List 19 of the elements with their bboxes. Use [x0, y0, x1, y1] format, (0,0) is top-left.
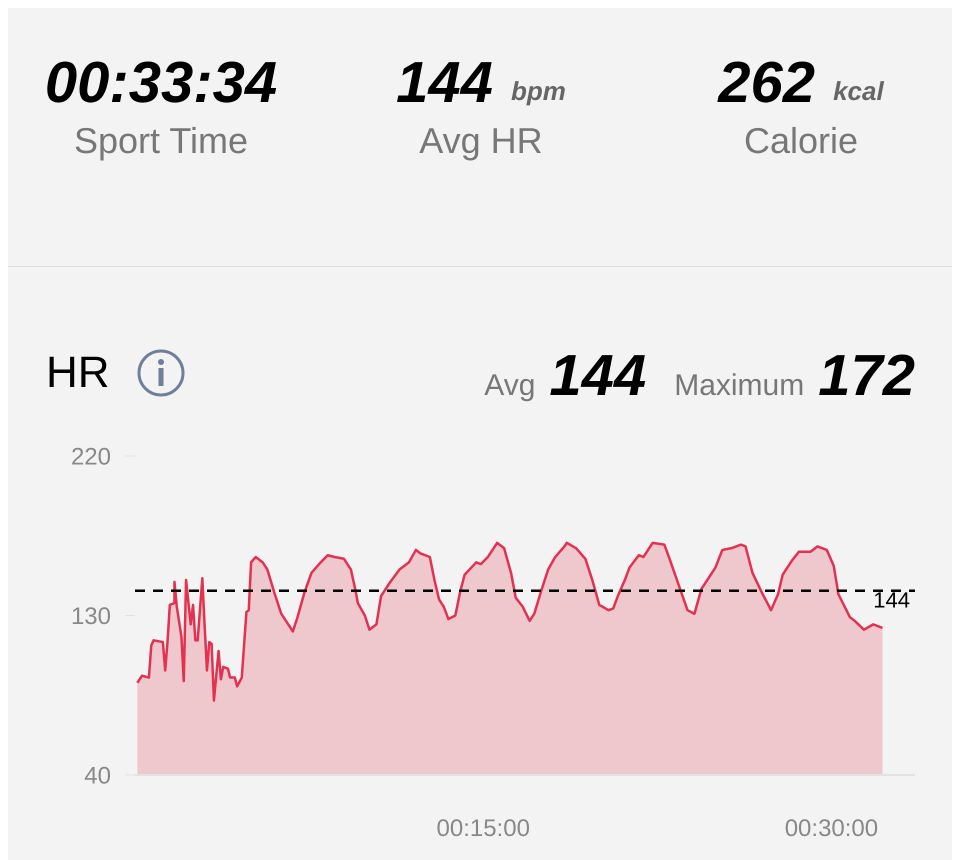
y-tick-label: 130 — [70, 603, 111, 630]
text: 172 — [818, 343, 915, 408]
y-tick-label: 40 — [84, 762, 111, 790]
text: 144 — [549, 343, 646, 408]
text: 00:33:34 — [44, 49, 278, 117]
text: kcal — [833, 76, 884, 106]
x-tick-label: 00:30:00 — [784, 815, 878, 842]
chart-title: HR — [46, 348, 110, 398]
text: Calorie — [742, 120, 860, 162]
text: Maximum — [674, 369, 804, 402]
x-tick-label: 00:15:00 — [436, 815, 530, 842]
ref-line-label: 144 — [873, 587, 910, 612]
text: Avg HR — [418, 120, 544, 162]
text: 262 — [718, 50, 816, 115]
text: bpm — [510, 76, 566, 106]
text: 144 — [396, 50, 493, 115]
text: Avg — [484, 369, 536, 402]
y-tick-label: 220 — [70, 444, 111, 471]
text: Sport Time — [72, 120, 250, 162]
